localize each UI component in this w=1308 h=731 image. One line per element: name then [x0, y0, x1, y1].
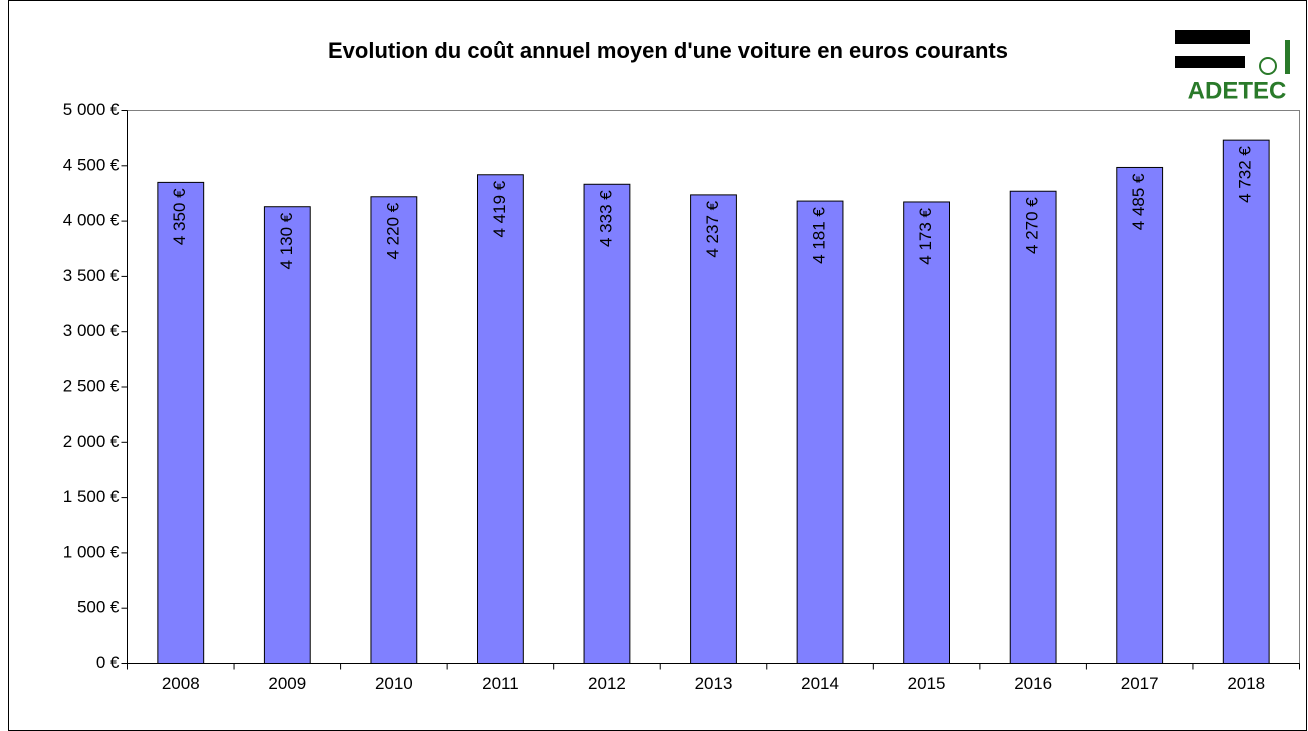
y-tick-label: 0 € — [96, 653, 120, 672]
data-label: 4 419 € — [490, 180, 509, 237]
y-tick-label: 1 500 € — [63, 487, 120, 506]
x-tick-label: 2012 — [588, 674, 626, 693]
logo-car — [1175, 56, 1245, 68]
y-tick-label: 500 € — [77, 598, 120, 617]
y-tick-label: 2 000 € — [63, 432, 120, 451]
bar — [1222, 139, 1270, 664]
x-tick-label: 2016 — [1014, 674, 1052, 693]
chart-title: Evolution du coût annuel moyen d'une voi… — [328, 38, 1008, 63]
y-tick-label: 3 000 € — [63, 321, 120, 340]
y-tick-label: 3 500 € — [63, 266, 120, 285]
data-label: 4 270 € — [1023, 197, 1042, 254]
data-label: 4 237 € — [703, 200, 722, 257]
logo-text: ADETEC — [1188, 77, 1287, 104]
bar — [583, 183, 631, 664]
y-tick-label: 1 000 € — [63, 542, 120, 561]
bar — [1116, 166, 1164, 664]
data-label: 4 333 € — [596, 190, 615, 247]
logo: ADETEC — [1175, 30, 1290, 104]
y-tick-label: 5 000 € — [63, 100, 120, 119]
x-tick-label: 2010 — [375, 674, 413, 693]
bar — [796, 200, 844, 665]
chart-frame — [8, 0, 1307, 731]
logo-wheel — [1259, 57, 1277, 75]
x-tick-label: 2014 — [801, 674, 839, 693]
data-label: 4 220 € — [383, 202, 402, 259]
data-label: 4 130 € — [277, 212, 296, 269]
x-tick-label: 2017 — [1121, 674, 1159, 693]
x-tick-label: 2008 — [162, 674, 200, 693]
y-tick-label: 2 500 € — [63, 376, 120, 395]
data-label: 4 173 € — [916, 207, 935, 264]
bar — [477, 174, 524, 664]
bar — [263, 206, 311, 665]
y-tick-label: 4 000 € — [63, 211, 120, 230]
x-tick-label: 2013 — [695, 674, 733, 693]
y-tick-label: 4 500 € — [63, 155, 120, 174]
data-label: 4 485 € — [1129, 173, 1148, 230]
logo-person — [1285, 40, 1290, 74]
logo-bus — [1175, 30, 1250, 44]
bar — [370, 196, 418, 664]
bar — [157, 181, 205, 664]
data-label: 4 350 € — [170, 188, 189, 245]
bar — [690, 194, 737, 665]
x-tick-label: 2011 — [482, 674, 519, 693]
x-tick-label: 2015 — [908, 674, 946, 693]
bar — [1009, 190, 1057, 664]
data-label: 4 181 € — [810, 207, 829, 264]
data-label: 4 732 € — [1236, 146, 1255, 203]
x-tick-label: 2018 — [1227, 674, 1265, 693]
bar — [903, 201, 950, 665]
x-tick-label: 2009 — [268, 674, 306, 693]
